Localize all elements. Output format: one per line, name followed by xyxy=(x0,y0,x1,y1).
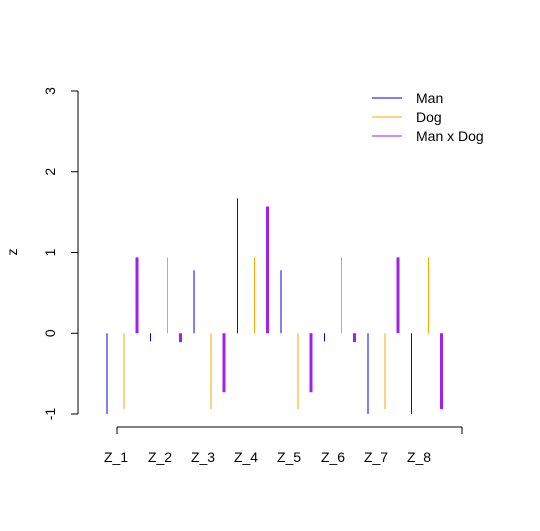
y-axis-label: z xyxy=(4,249,20,256)
y-tick-label: 1 xyxy=(42,248,58,256)
x-axis: Z_1 Z_2 Z_3 Z_4 Z_5 Z_6 Z_7 Z_8 xyxy=(104,426,463,465)
y-tick-label: 3 xyxy=(42,87,58,95)
y-tick-label: -1 xyxy=(42,408,58,421)
x-tick-label: Z_6 xyxy=(321,449,345,465)
y-axis: -1 0 1 2 3 xyxy=(42,87,79,421)
x-tick-label: Z_1 xyxy=(104,449,128,465)
x-tick-label: Z_3 xyxy=(191,449,215,465)
y-tick-label: 2 xyxy=(42,168,58,176)
legend-label: Man xyxy=(416,90,443,106)
x-tick-label: Z_4 xyxy=(234,449,258,465)
bars-group xyxy=(106,198,443,414)
y-tick-label: 0 xyxy=(42,329,58,337)
x-tick-label: Z_7 xyxy=(364,449,388,465)
legend: Man Dog Man x Dog xyxy=(372,90,484,144)
x-tick-label: Z_5 xyxy=(277,449,301,465)
x-tick-label: Z_2 xyxy=(148,449,172,465)
x-tick-label: Z_8 xyxy=(407,449,431,465)
legend-label: Man x Dog xyxy=(416,128,484,144)
legend-label: Dog xyxy=(416,109,442,125)
